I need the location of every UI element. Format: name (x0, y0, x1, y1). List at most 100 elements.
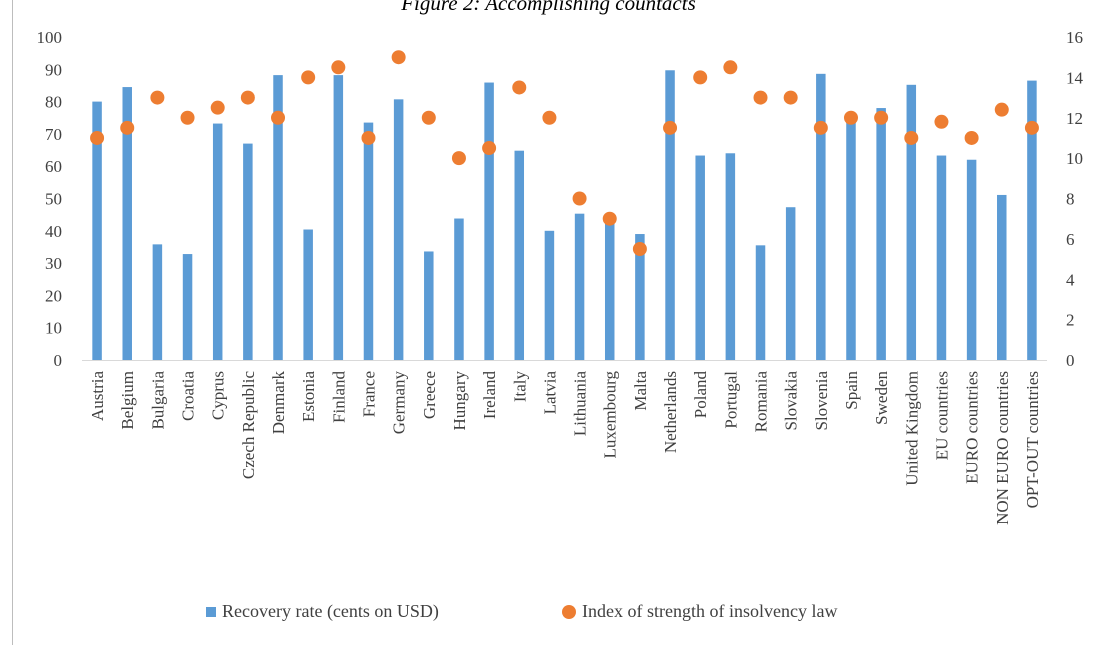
marker (331, 60, 346, 75)
x-tick-label: Finland (329, 371, 348, 423)
marker (1024, 120, 1039, 135)
marker (934, 114, 949, 129)
legend: Recovery rate (cents on USD) Index of str… (206, 601, 837, 622)
legend-swatch-marker (562, 605, 576, 619)
left-axis-tick-label: 90 (45, 60, 62, 79)
marker (572, 191, 587, 206)
right-axis-tick-label: 10 (1066, 149, 1083, 168)
marker (361, 130, 376, 145)
right-axis-tick-label: 16 (1066, 28, 1083, 47)
marker (783, 90, 798, 105)
right-axis-tick-label: 4 (1066, 270, 1075, 289)
x-tick-label: Czech Republic (239, 371, 258, 480)
left-axis-tick-label: 80 (45, 93, 62, 112)
x-tick-label: Romania (752, 371, 771, 433)
bar (574, 213, 585, 360)
left-axis-tick-label: 100 (37, 28, 63, 47)
right-axis-tick-label: 2 (1066, 311, 1075, 330)
marker (90, 130, 105, 145)
bar (725, 153, 736, 360)
right-axis-tick-label: 12 (1066, 109, 1083, 128)
marker (813, 120, 828, 135)
x-tick-label: Latvia (540, 371, 559, 415)
x-tick-label: Lithuania (571, 371, 590, 437)
x-tick-label: Sweden (872, 371, 891, 425)
x-tick-label: Denmark (269, 371, 288, 435)
marker (693, 70, 708, 85)
bar (514, 150, 525, 360)
x-tick-label: Netherlands (661, 371, 680, 453)
marker (512, 80, 527, 95)
right-axis-tick-label: 6 (1066, 230, 1075, 249)
left-axis: 0 10 20 30 40 50 60 70 80 90 100 (37, 28, 63, 370)
bar (273, 75, 283, 360)
x-tick-label: Austria (88, 371, 107, 422)
x-tick-label: EU countries (932, 371, 951, 460)
bar (846, 117, 856, 360)
legend-label: Recovery rate (cents on USD) (222, 601, 439, 622)
marker (843, 110, 858, 125)
bar-series-recovery-rate (92, 70, 1037, 361)
legend-swatch-bar (206, 607, 216, 617)
marker (240, 90, 255, 105)
bar (876, 108, 886, 360)
bar (122, 87, 132, 360)
bar (785, 207, 796, 360)
bar (243, 143, 253, 360)
marker (482, 141, 497, 156)
right-axis-tick-label: 0 (1066, 351, 1075, 370)
bar (635, 234, 645, 360)
left-axis-tick-label: 10 (45, 319, 62, 338)
left-axis-tick-label: 50 (45, 190, 62, 209)
left-axis-tick-label: 70 (45, 125, 62, 144)
marker (602, 211, 617, 226)
x-tick-label: EURO countries (963, 371, 982, 484)
bar (454, 218, 464, 360)
marker (180, 110, 195, 125)
marker (271, 110, 286, 125)
right-axis-tick-label: 14 (1066, 68, 1084, 87)
x-tick-label: Portugal (721, 371, 740, 429)
marker (632, 241, 647, 256)
marker (150, 90, 165, 105)
right-axis: 0 2 4 6 8 10 12 14 16 (1066, 28, 1084, 370)
bar (333, 75, 344, 360)
bar (484, 82, 494, 360)
x-tick-label: United Kingdom (902, 371, 921, 486)
x-tick-label: Hungary (450, 371, 469, 431)
bar (1027, 80, 1037, 360)
bar (695, 155, 705, 360)
bar (936, 155, 947, 360)
marker (301, 70, 316, 85)
bar (966, 159, 977, 360)
x-tick-label: Estonia (299, 371, 318, 422)
x-tick-label: OPT-OUT countries (1023, 371, 1042, 508)
bar (604, 216, 615, 360)
x-tick-label: Spain (842, 371, 861, 410)
x-tick-label: NON EURO countries (993, 371, 1012, 525)
marker (120, 120, 135, 135)
x-tick-label: Slovakia (782, 371, 801, 431)
marker (421, 110, 436, 125)
x-tick-label: Poland (691, 371, 710, 419)
bar (755, 245, 766, 360)
x-tick-label: Germany (390, 371, 409, 435)
marker (753, 90, 768, 105)
x-tick-label: Italy (510, 371, 529, 403)
right-axis-tick-label: 8 (1066, 190, 1075, 209)
bar (92, 101, 102, 360)
bar (665, 70, 675, 361)
bar (152, 244, 163, 360)
marker (542, 110, 557, 125)
left-axis-tick-label: 60 (45, 157, 62, 176)
x-tick-label: Cyprus (209, 371, 228, 420)
bar (363, 122, 374, 360)
x-tick-label: France (359, 371, 378, 417)
marker (451, 151, 466, 166)
x-tick-label: Belgium (118, 371, 137, 430)
marker (723, 60, 738, 75)
x-tick-label: Greece (420, 371, 439, 419)
figure-title: Figure 2: Accomplishing countacts (401, 0, 696, 15)
